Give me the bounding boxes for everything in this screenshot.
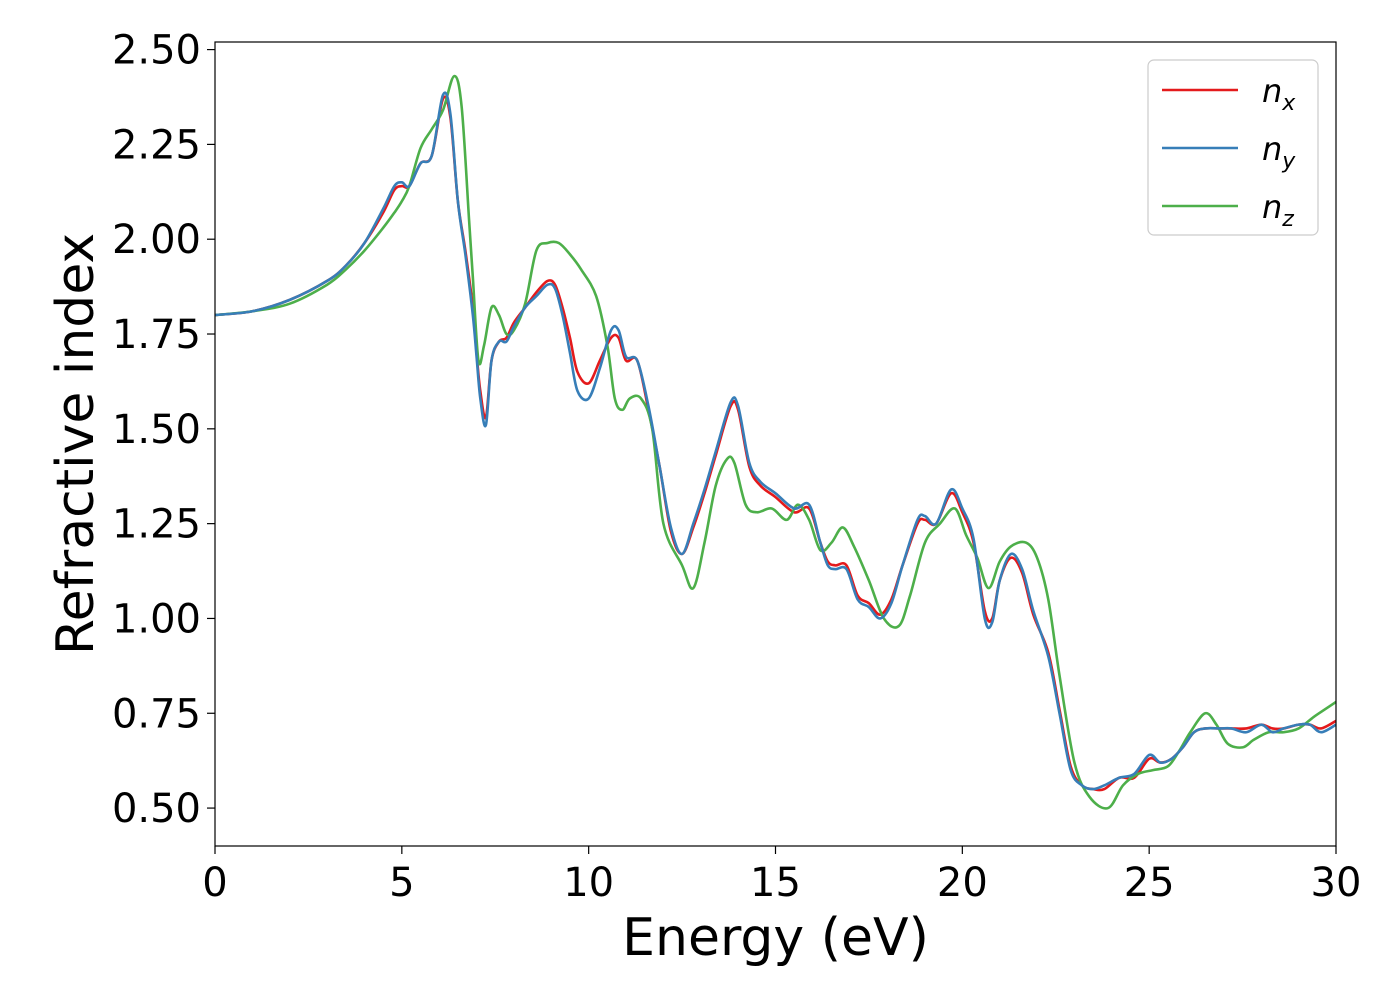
x-tick-label: 5 <box>389 860 414 906</box>
legend-label-x: nx <box>1262 72 1296 116</box>
y-tick-label: 2.25 <box>112 122 201 168</box>
x-axis-label: Energy (eV) <box>622 908 929 968</box>
x-tick-label: 10 <box>563 860 614 906</box>
y-axis-ticks: 0.50 0.75 1.00 1.25 1.50 1.75 2.00 2.25 2.50 <box>112 28 215 832</box>
legend-label-subscript: z <box>1281 207 1294 232</box>
x-tick-label: 15 <box>750 860 801 906</box>
x-tick-label: 0 <box>202 860 227 906</box>
y-axis-label: Refractive index <box>46 233 106 655</box>
series-layer <box>215 74 1336 810</box>
x-axis-ticks: 0 5 10 15 20 25 30 <box>202 846 1361 906</box>
series-line-y <box>215 91 1336 791</box>
y-tick-label: 1.75 <box>112 312 201 358</box>
y-tick-label: 2.50 <box>112 28 201 74</box>
legend-label-base: n <box>1262 72 1282 110</box>
legend-label-subscript: x <box>1281 91 1296 116</box>
y-tick-label: 0.50 <box>112 786 201 832</box>
x-tick-label: 20 <box>937 860 988 906</box>
x-tick-label: 25 <box>1124 860 1175 906</box>
y-tick-label: 0.75 <box>112 691 201 737</box>
legend-label-base: n <box>1262 188 1282 226</box>
legend-label-base: n <box>1262 130 1282 168</box>
legend-label-subscript: y <box>1281 149 1296 174</box>
y-tick-label: 1.25 <box>112 502 201 548</box>
series-line-z <box>215 74 1336 810</box>
legend-label-y: ny <box>1262 130 1296 174</box>
legend-label-z: nz <box>1262 188 1294 232</box>
x-tick-label: 30 <box>1311 860 1362 906</box>
y-tick-label: 2.00 <box>112 217 201 263</box>
y-tick-label: 1.50 <box>112 407 201 453</box>
y-tick-label: 1.00 <box>112 596 201 642</box>
